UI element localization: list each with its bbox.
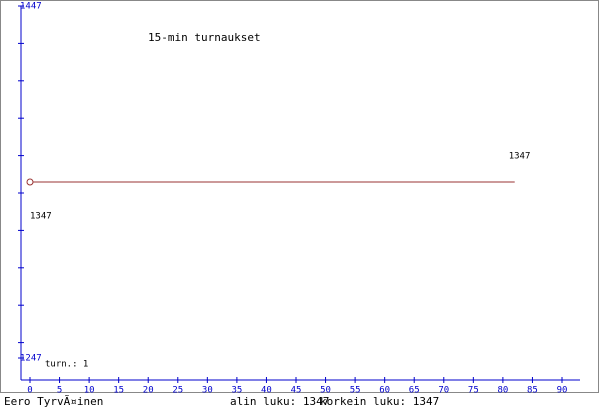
x-tick-label: 60 xyxy=(379,386,390,396)
x-tick-label: 70 xyxy=(438,386,449,396)
x-tick-label: 10 xyxy=(84,386,95,396)
low-label: alin luku: 1347 xyxy=(230,395,329,408)
value-label: 1347 xyxy=(509,152,531,162)
author: Eero TyrvÃ¤inen xyxy=(4,395,103,408)
x-tick-label: 85 xyxy=(527,386,538,396)
x-tick-label: 55 xyxy=(350,386,361,396)
x-tick-label: 90 xyxy=(557,386,568,396)
x-tick-label: 65 xyxy=(409,386,420,396)
y-tick-label: 1247 xyxy=(20,354,42,364)
x-tick-label: 50 xyxy=(320,386,331,396)
start-marker xyxy=(26,178,34,186)
chart-title: 15-min turnaukset xyxy=(148,31,261,44)
x-tick-label: 35 xyxy=(231,386,242,396)
x-tick-label: 15 xyxy=(113,386,124,396)
y-tick-label: 1447 xyxy=(20,2,42,12)
x-tick-label: 75 xyxy=(468,386,479,396)
x-tick-label: 25 xyxy=(172,386,183,396)
annotation: turn.: 1 xyxy=(45,360,88,370)
x-tick-label: 20 xyxy=(143,386,154,396)
x-tick-label: 45 xyxy=(291,386,302,396)
x-tick-label: 30 xyxy=(202,386,213,396)
x-tick-label: 0 xyxy=(27,386,32,396)
frame xyxy=(0,0,599,393)
x-tick-label: 80 xyxy=(497,386,508,396)
x-tick-label: 5 xyxy=(57,386,62,396)
x-tick-label: 40 xyxy=(261,386,272,396)
high-label: korkein luku: 1347 xyxy=(320,395,439,408)
value-label: 1347 xyxy=(30,212,52,222)
